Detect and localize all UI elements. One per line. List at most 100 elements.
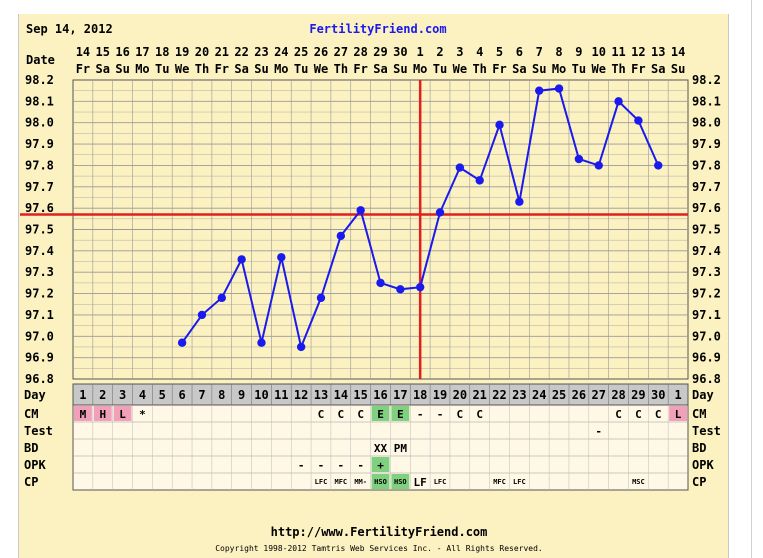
temperature-point <box>376 278 385 288</box>
cell-highlight <box>391 406 410 421</box>
date-tick-label: 29 <box>373 45 387 59</box>
y-tick-label-right: 97.9 <box>692 137 721 151</box>
weekday-tick-label: Fr <box>631 62 645 76</box>
row-cell-cp: LFC <box>513 478 526 486</box>
row-label-left: CM <box>24 407 38 421</box>
weekday-tick-label: Su <box>254 62 268 76</box>
row-cell-opk: - <box>357 459 364 472</box>
y-tick-label-right: 97.4 <box>692 244 721 258</box>
weekday-tick-label: We <box>175 62 189 76</box>
y-tick-label-left: 96.9 <box>25 351 54 365</box>
row-label-left: Test <box>24 424 53 438</box>
weekday-tick-label: Fr <box>353 62 367 76</box>
row-cell-cm: C <box>615 408 622 421</box>
weekday-tick-label: Su <box>671 62 685 76</box>
date-tick-label: 26 <box>314 45 328 59</box>
temperature-point <box>277 253 286 262</box>
date-tick-label: 9 <box>575 45 582 59</box>
row-cell-cm: E <box>377 408 384 421</box>
day-row-label-right: Day <box>692 388 714 402</box>
cycle-day-label: 23 <box>512 388 526 402</box>
row-label-right: Test <box>692 424 721 438</box>
cycle-day-label: 30 <box>651 388 665 402</box>
row-label-right: OPK <box>692 458 714 472</box>
row-cell-cm: C <box>338 408 345 421</box>
temperature-point <box>217 293 226 303</box>
row-cell-cp: LFC <box>434 478 447 486</box>
y-tick-label-right: 98.0 <box>692 116 721 130</box>
row-cell-cm: C <box>357 408 364 421</box>
row-cell-test: - <box>595 425 602 438</box>
date-tick-label: 11 <box>611 45 625 59</box>
y-tick-label-left: 97.2 <box>25 287 54 301</box>
y-tick-label-left: 98.2 <box>25 73 54 87</box>
date-tick-label: 8 <box>555 45 562 59</box>
temperature-point <box>396 285 405 294</box>
row-label-left: OPK <box>24 458 46 472</box>
cycle-day-label: 16 <box>373 388 387 402</box>
cycle-day-label: 20 <box>453 388 467 402</box>
page-edge <box>751 0 752 558</box>
weekday-tick-label: Tu <box>294 62 308 76</box>
cycle-day-label: 29 <box>631 388 645 402</box>
footer-url[interactable]: http://www.FertilityFriend.com <box>271 525 488 539</box>
cell-highlight <box>74 406 92 421</box>
weekday-tick-label: Tu <box>155 62 169 76</box>
cycle-day-label: 6 <box>178 388 185 402</box>
cycle-day-label: 22 <box>492 388 506 402</box>
date-tick-label: 17 <box>135 45 149 59</box>
row-cell-cm: E <box>397 408 404 421</box>
weekday-tick-label: We <box>453 62 467 76</box>
temperature-point <box>435 208 445 217</box>
cycle-day-label: 27 <box>591 388 605 402</box>
temperature-point <box>237 255 246 264</box>
date-tick-label: 14 <box>76 45 90 59</box>
y-tick-label-left: 97.1 <box>25 308 54 322</box>
row-cell-cm: L <box>119 408 126 421</box>
cycle-day-label: 12 <box>294 388 308 402</box>
cell-highlight <box>371 474 390 489</box>
date-tick-label: 5 <box>496 45 503 59</box>
row-cell-cm: * <box>139 408 146 421</box>
row-cell-cp: MFC <box>493 478 506 486</box>
weekday-tick-label: Th <box>611 62 625 76</box>
y-tick-label-right: 96.8 <box>692 372 721 386</box>
temperature-point <box>495 120 504 130</box>
cycle-day-label: 15 <box>353 388 367 402</box>
date-tick-label: 23 <box>254 45 268 59</box>
row-label-right: CM <box>692 407 706 421</box>
date-tick-label: 14 <box>671 45 685 59</box>
y-tick-label-left: 97.7 <box>25 180 54 194</box>
date-tick-label: 10 <box>591 45 605 59</box>
temperature-point <box>296 342 306 352</box>
row-cell-opk: - <box>298 459 305 472</box>
footer-copyright: Copyright 1998-2012 Tamtris Web Services… <box>215 544 543 553</box>
date-tick-label: 12 <box>631 45 645 59</box>
site-link[interactable]: FertilityFriend.com <box>309 22 446 36</box>
cycle-day-label: 19 <box>433 388 447 402</box>
row-cell-cp: MM- <box>354 478 367 486</box>
cycle-day-label: 24 <box>532 388 546 402</box>
weekday-tick-label: Sa <box>373 62 387 76</box>
axis-labels: Date14Fr15Sa16Su17Mo18Tu19We20Th21Fr22Sa… <box>24 45 721 489</box>
weekday-tick-label: Th <box>472 62 486 76</box>
cycle-day-label: 13 <box>314 388 328 402</box>
y-tick-label-right: 97.0 <box>692 329 721 343</box>
temperature-point <box>415 282 425 292</box>
y-tick-label-left: 97.9 <box>25 137 54 151</box>
row-label-left: CP <box>24 475 38 489</box>
row-cell-cp: MSC <box>632 478 645 486</box>
row-label-right: BD <box>692 441 706 455</box>
weekday-tick-label: Su <box>393 62 407 76</box>
weekday-tick-label: Mo <box>274 62 288 76</box>
date-tick-label: 3 <box>456 45 463 59</box>
temperature-point <box>356 206 365 215</box>
cycle-day-label: 1 <box>79 388 86 402</box>
weekday-tick-label: Su <box>532 62 546 76</box>
date-tick-label: 2 <box>436 45 443 59</box>
y-tick-label-right: 97.6 <box>692 201 721 215</box>
cycle-day-label: 14 <box>334 388 348 402</box>
row-cell-cm: - <box>437 408 444 421</box>
row-cell-cm: C <box>476 408 483 421</box>
row-cell-cp: LF <box>414 476 427 489</box>
